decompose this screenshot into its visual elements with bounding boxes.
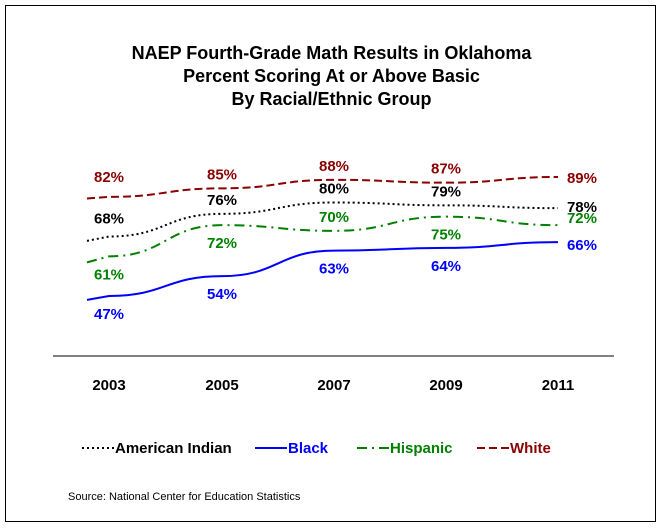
data-label: 80%: [319, 181, 349, 198]
chart-title-line-2: Percent Scoring At or Above Basic: [183, 66, 480, 86]
series-hispanic: 61% 72% 70% 75% 72%: [86, 209, 597, 283]
data-label: 89%: [567, 170, 597, 187]
legend-label: Hispanic: [390, 439, 453, 457]
series-black: 47% 54% 63% 64% 66%: [86, 237, 597, 323]
legend-swatch: [255, 447, 287, 449]
legend-label: Black: [288, 439, 329, 457]
chart-title-line-3: By Racial/Ethnic Group: [231, 89, 432, 109]
data-label: 79%: [431, 183, 461, 200]
series-white: 82% 85% 88% 87% 89%: [86, 158, 597, 200]
legend-item-black: Black: [254, 438, 328, 458]
data-label: 63%: [319, 261, 349, 278]
x-tick-label: 2011: [542, 377, 575, 394]
chart-legend: American Indian Black Hispanic White: [0, 438, 663, 458]
legend-label: White: [510, 439, 551, 457]
data-label: 82%: [94, 169, 124, 186]
legend-swatch: [357, 447, 389, 449]
series-line: [86, 241, 559, 301]
source-note: Source: National Center for Education St…: [68, 491, 301, 503]
x-tick-label: 2007: [317, 377, 350, 394]
data-label: 87%: [431, 161, 461, 178]
data-label: 72%: [567, 210, 597, 227]
legend-swatch: [82, 447, 114, 449]
series-line: [86, 215, 559, 264]
legend-swatch: [477, 447, 509, 449]
data-label: 64%: [431, 258, 461, 275]
chart-title-line-1: NAEP Fourth-Grade Math Results in Oklaho…: [131, 43, 532, 63]
data-label: 75%: [431, 227, 461, 244]
series-american-indian: 68% 76% 80% 79% 78%: [86, 181, 597, 242]
data-label: 66%: [567, 237, 597, 254]
x-tick-label: 2005: [205, 377, 238, 394]
data-label: 88%: [319, 158, 349, 175]
data-label: 68%: [94, 211, 124, 228]
data-label: 70%: [319, 209, 349, 226]
data-label: 47%: [94, 306, 124, 323]
data-label: 85%: [207, 166, 237, 183]
data-label: 78%: [567, 199, 597, 216]
legend-item-white: White: [476, 438, 551, 458]
legend-label: American Indian: [115, 439, 232, 457]
legend-item-american-indian: American Indian: [81, 438, 232, 458]
data-label: 54%: [207, 286, 237, 303]
legend-item-hispanic: Hispanic: [356, 438, 453, 458]
chart-title: NAEP Fourth-Grade Math Results in Oklaho…: [0, 42, 663, 111]
x-tick-label: 2009: [429, 377, 462, 394]
data-label: 76%: [207, 192, 237, 209]
series-line: [86, 176, 559, 200]
chart-frame: [5, 5, 656, 522]
x-tick-label: 2003: [92, 377, 125, 394]
data-label: 61%: [94, 266, 124, 283]
data-label: 72%: [207, 235, 237, 252]
